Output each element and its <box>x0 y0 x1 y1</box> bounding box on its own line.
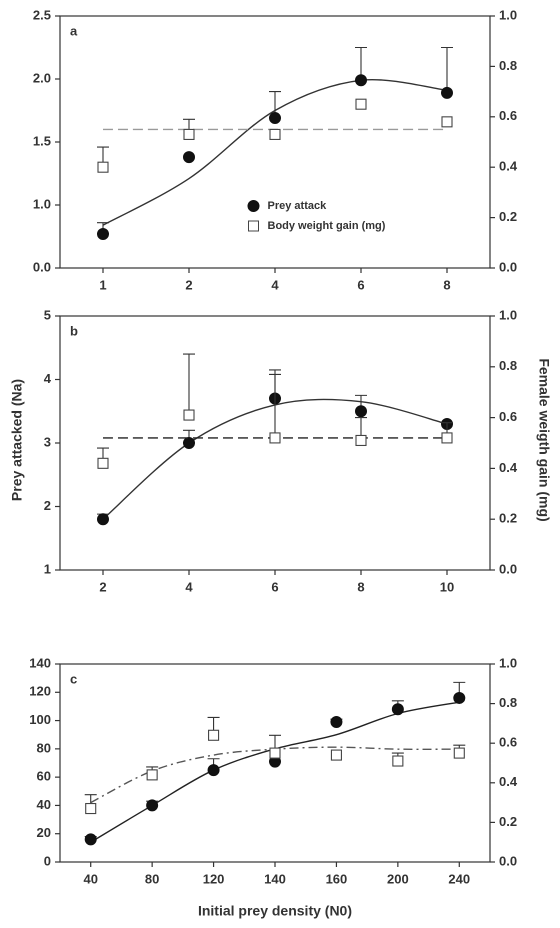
y2-tick-label: 0.2 <box>499 511 517 526</box>
y2-tick-label: 0.4 <box>499 460 518 475</box>
y2-tick-label: 0.6 <box>499 108 517 123</box>
x-tick-label: 120 <box>203 871 225 886</box>
point <box>453 747 465 759</box>
point <box>84 833 97 846</box>
x-tick-label: 6 <box>271 579 278 594</box>
y2-tick-label: 0.0 <box>499 561 517 576</box>
point <box>183 151 195 164</box>
legend-label: Prey attack <box>268 200 328 212</box>
legend-label: Body weight gain (mg) <box>268 220 386 232</box>
error-bar <box>441 46 453 93</box>
point <box>85 802 97 815</box>
y2-tick-label: 1.0 <box>499 7 517 22</box>
y2-tick-label: 0.2 <box>499 814 517 829</box>
x-tick-label: 6 <box>357 277 364 292</box>
y-tick-label: 1 <box>44 561 51 576</box>
y-tick-label: 1.0 <box>33 196 51 211</box>
point <box>183 409 195 421</box>
point <box>330 749 342 761</box>
panel-label: a <box>70 23 78 38</box>
y-axis-label: Prey attacked (Na) <box>9 379 25 501</box>
y2-axis-label: Female weigth gain (mg) <box>536 358 552 521</box>
point <box>441 116 453 128</box>
x-tick-label: 2 <box>185 277 192 292</box>
x-tick-label: 40 <box>83 871 97 886</box>
y-tick-label: 60 <box>37 769 51 784</box>
point <box>355 434 367 447</box>
point <box>146 769 158 781</box>
y-tick-label: 2.0 <box>33 70 51 85</box>
point <box>269 747 281 759</box>
y-tick-label: 40 <box>37 797 51 812</box>
y-tick-label: 2 <box>44 498 51 513</box>
y2-tick-label: 0.8 <box>499 58 517 73</box>
y2-tick-label: 0.0 <box>499 853 517 868</box>
x-tick-label: 4 <box>271 277 279 292</box>
y2-tick-label: 0.8 <box>499 358 517 373</box>
point <box>207 764 220 777</box>
point <box>355 98 367 110</box>
x-tick-label: 4 <box>185 579 193 594</box>
point <box>392 755 404 767</box>
x-tick-label: 10 <box>440 579 454 594</box>
y2-tick-label: 1.0 <box>499 307 517 322</box>
point <box>97 161 109 173</box>
point <box>269 112 281 125</box>
legend-marker <box>247 200 260 212</box>
point <box>355 74 367 87</box>
point <box>330 715 343 728</box>
point <box>453 691 466 704</box>
y2-tick-label: 1.0 <box>499 655 517 670</box>
point <box>441 432 453 444</box>
point <box>208 729 220 741</box>
point <box>146 799 159 812</box>
point <box>269 128 281 140</box>
y-tick-label: 0 <box>44 853 51 868</box>
fit-curve <box>90 701 460 843</box>
y2-tick-label: 0.0 <box>499 259 517 274</box>
y2-tick-label: 0.2 <box>499 209 517 224</box>
y2-tick-label: 0.6 <box>499 735 517 750</box>
y-tick-label: 80 <box>37 740 51 755</box>
y-tick-label: 100 <box>29 712 51 727</box>
point <box>97 513 109 526</box>
x-tick-label: 160 <box>326 871 348 886</box>
point <box>355 405 367 418</box>
y-tick-label: 1.5 <box>33 133 51 148</box>
point <box>269 432 281 444</box>
y-tick-label: 4 <box>44 371 52 386</box>
x-tick-label: 8 <box>443 277 450 292</box>
y-tick-label: 140 <box>29 655 51 670</box>
x-tick-label: 8 <box>357 579 364 594</box>
point <box>183 128 195 140</box>
error-bar <box>183 353 195 416</box>
point <box>97 457 109 469</box>
panel-label: b <box>70 323 78 338</box>
x-tick-label: 1 <box>99 277 106 292</box>
y-tick-label: 3 <box>44 434 51 449</box>
y-tick-label: 0.0 <box>33 259 51 274</box>
y-tick-label: 2.5 <box>33 7 51 22</box>
y-tick-label: 5 <box>44 307 51 322</box>
legend-marker <box>248 220 259 232</box>
y-tick-label: 20 <box>37 825 51 840</box>
point <box>391 703 404 716</box>
y-tick-label: 120 <box>29 684 51 699</box>
x-tick-label: 200 <box>387 871 409 886</box>
point <box>97 227 109 240</box>
x-tick-label: 2 <box>99 579 106 594</box>
x-tick-label: 80 <box>145 871 159 886</box>
y2-tick-label: 0.8 <box>499 695 517 710</box>
y2-tick-label: 0.6 <box>499 409 517 424</box>
point <box>441 86 453 99</box>
y2-tick-label: 0.4 <box>499 774 518 789</box>
point <box>183 437 195 449</box>
x-tick-label: 140 <box>264 871 286 886</box>
y2-tick-label: 0.4 <box>499 159 518 174</box>
error-bar <box>269 373 281 438</box>
panel-label: c <box>70 671 77 686</box>
x-axis-label: Initial prey density (N0) <box>198 903 352 919</box>
x-tick-label: 240 <box>448 871 470 886</box>
